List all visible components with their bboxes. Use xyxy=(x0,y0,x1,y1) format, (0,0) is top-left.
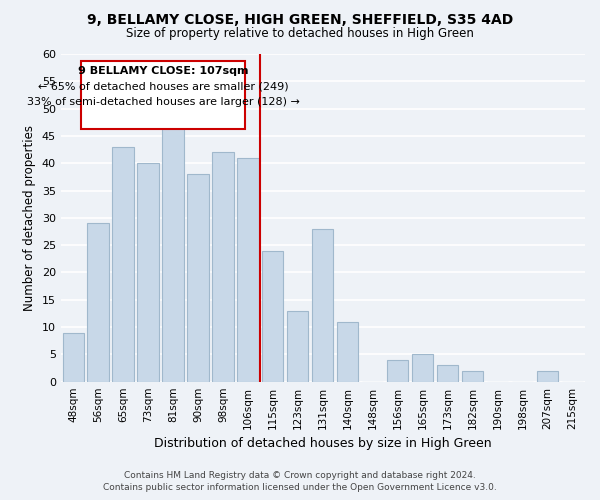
Bar xyxy=(337,322,358,382)
Bar xyxy=(387,360,409,382)
Bar xyxy=(62,332,84,382)
Text: Size of property relative to detached houses in High Green: Size of property relative to detached ho… xyxy=(126,28,474,40)
Bar xyxy=(112,147,134,382)
Bar xyxy=(462,371,483,382)
Bar xyxy=(187,174,209,382)
FancyBboxPatch shape xyxy=(80,61,245,130)
Bar xyxy=(312,229,334,382)
Bar xyxy=(238,158,259,382)
Bar xyxy=(412,354,433,382)
Text: Contains HM Land Registry data © Crown copyright and database right 2024.
Contai: Contains HM Land Registry data © Crown c… xyxy=(103,471,497,492)
Text: 9, BELLAMY CLOSE, HIGH GREEN, SHEFFIELD, S35 4AD: 9, BELLAMY CLOSE, HIGH GREEN, SHEFFIELD,… xyxy=(87,12,513,26)
Text: 33% of semi-detached houses are larger (128) →: 33% of semi-detached houses are larger (… xyxy=(26,96,299,106)
Bar xyxy=(537,371,558,382)
Y-axis label: Number of detached properties: Number of detached properties xyxy=(23,125,36,311)
Bar xyxy=(287,310,308,382)
Bar xyxy=(137,163,158,382)
Text: 9 BELLAMY CLOSE: 107sqm: 9 BELLAMY CLOSE: 107sqm xyxy=(78,66,248,76)
Bar xyxy=(437,366,458,382)
Bar xyxy=(212,152,233,382)
Bar xyxy=(163,125,184,382)
Bar xyxy=(262,250,283,382)
Bar xyxy=(88,224,109,382)
X-axis label: Distribution of detached houses by size in High Green: Distribution of detached houses by size … xyxy=(154,437,491,450)
Text: ← 65% of detached houses are smaller (249): ← 65% of detached houses are smaller (24… xyxy=(38,82,289,92)
